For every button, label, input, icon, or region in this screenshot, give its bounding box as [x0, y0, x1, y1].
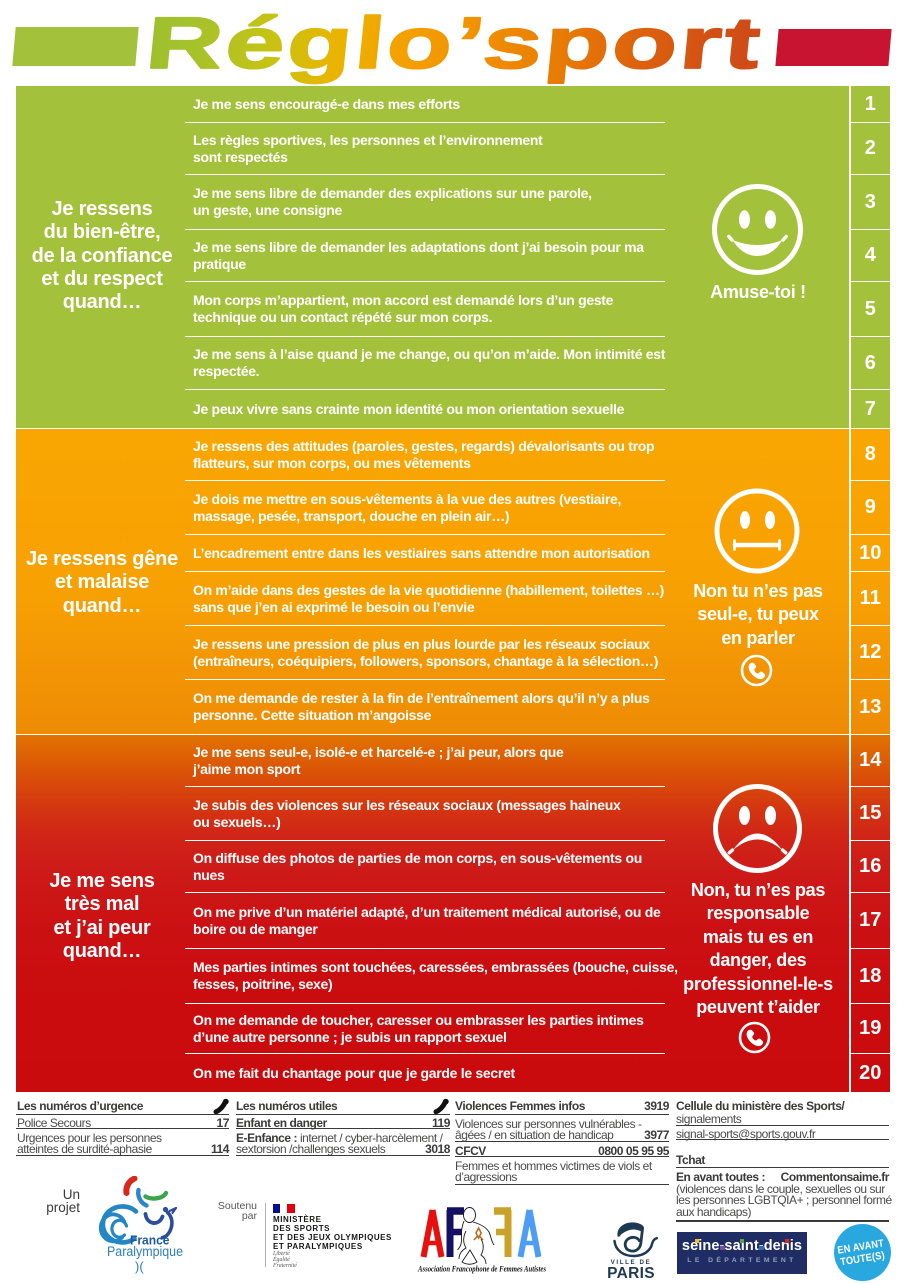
svg-text:PARIS: PARIS: [607, 1265, 655, 1282]
svg-text:Réglo’sport: Réglo’sport: [146, 3, 767, 84]
svg-text:France: France: [130, 1234, 170, 1248]
svg-text:)(: )(: [135, 1259, 144, 1274]
svg-text:VILLE DE: VILLE DE: [611, 1259, 652, 1266]
svg-text:Paralympique: Paralympique: [107, 1244, 183, 1259]
svg-text:Association Francophone de Fem: Association Francophone de Femmes Autist…: [417, 1265, 546, 1274]
